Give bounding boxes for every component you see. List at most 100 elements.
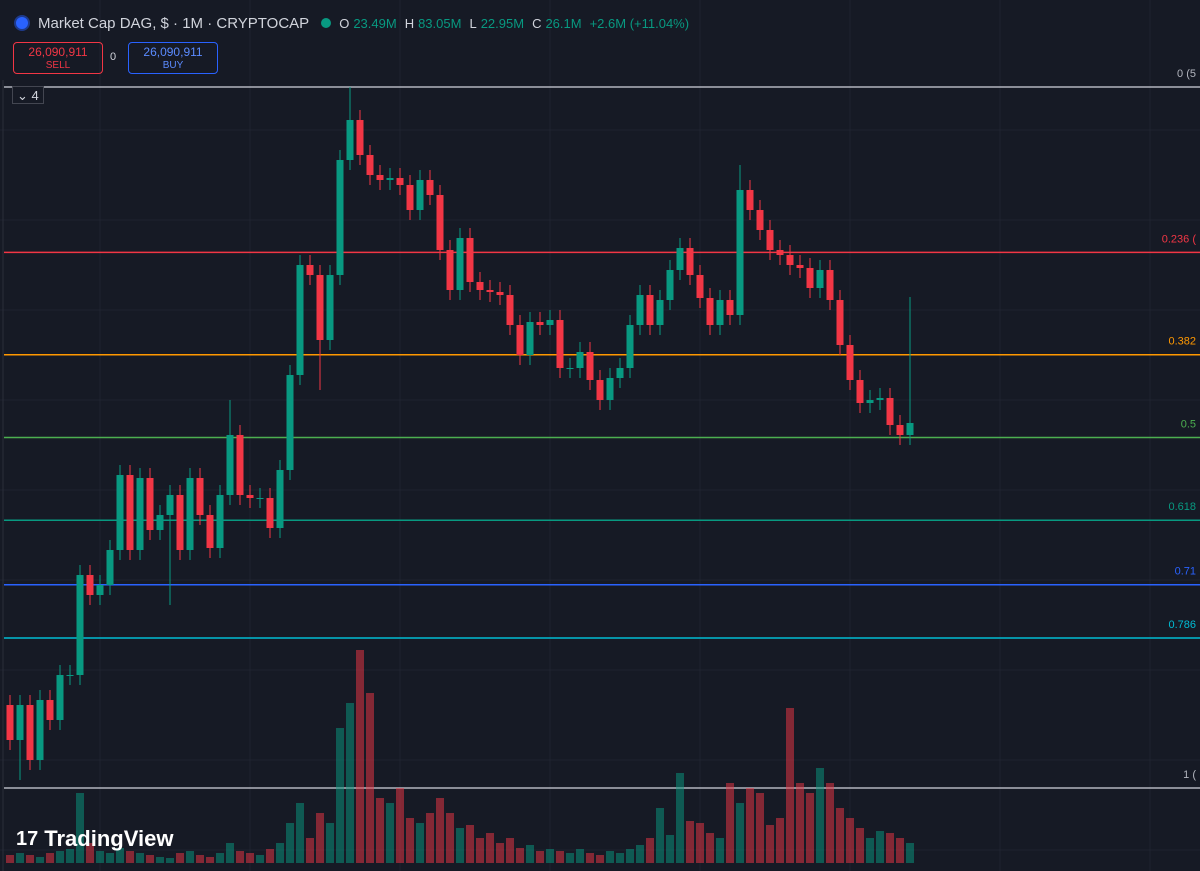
symbol-icon: [14, 15, 30, 31]
candle-body: [396, 178, 404, 185]
volume-bar: [76, 793, 84, 863]
indicators-toggle[interactable]: ⌄ 4: [12, 86, 44, 104]
volume-bar: [856, 828, 864, 863]
volume-bar: [726, 783, 734, 863]
volume-bar: [876, 831, 884, 863]
volume-bar: [416, 823, 424, 863]
volume-bar: [816, 768, 824, 863]
volume-bar: [56, 851, 64, 863]
volume-bar: [476, 838, 484, 863]
volume-bar: [266, 849, 274, 863]
volume-bar: [36, 857, 44, 863]
volume-bar: [866, 838, 874, 863]
volume-bar: [376, 798, 384, 863]
candle-body: [506, 295, 514, 325]
candle-body: [846, 345, 854, 380]
volume-bar: [226, 843, 234, 863]
volume-bar: [296, 803, 304, 863]
volume-bar: [746, 788, 754, 863]
candle-body: [426, 180, 434, 195]
candle-body: [316, 275, 324, 340]
candle-body: [626, 325, 634, 368]
volume-bar: [16, 853, 24, 863]
volume-bar: [216, 853, 224, 863]
candle-body: [796, 265, 804, 268]
volume-bar: [86, 843, 94, 863]
candle-body: [56, 675, 64, 720]
logo: 17 TradingView: [16, 826, 173, 852]
candle-body: [736, 190, 744, 315]
candle-body: [276, 470, 284, 528]
volume-bar: [126, 851, 134, 863]
candle-body: [666, 270, 674, 300]
volume-bar: [696, 823, 704, 863]
volume-bar: [146, 855, 154, 863]
candle-body: [116, 475, 124, 550]
logo-text: TradingView: [44, 826, 174, 851]
volume-bar: [196, 855, 204, 863]
candle-body: [266, 498, 274, 528]
sell-button[interactable]: 26,090,911 SELL: [13, 42, 103, 74]
candle-body: [466, 238, 474, 282]
candle-body: [136, 478, 144, 550]
candle-body: [726, 300, 734, 315]
candle-body: [46, 700, 54, 720]
volume-bar: [396, 788, 404, 863]
volume-bar: [806, 793, 814, 863]
candle-body: [306, 265, 314, 275]
volume-bar: [96, 851, 104, 863]
volume-bar: [716, 838, 724, 863]
volume-bar: [636, 845, 644, 863]
fib-label: 0 (5: [1177, 68, 1196, 80]
volume-bar: [766, 825, 774, 863]
volume-bar: [826, 783, 834, 863]
spread: 0: [110, 51, 117, 63]
candle-body: [806, 268, 814, 288]
ohlc-value: 83.05M: [418, 15, 462, 31]
volume-bar: [846, 818, 854, 863]
volume-bar: [626, 849, 634, 863]
volume-bar: [486, 833, 494, 863]
volume-bar: [706, 833, 714, 863]
candle-body: [836, 300, 844, 345]
volume-bar: [256, 855, 264, 863]
candle-body: [386, 178, 394, 180]
candle-body: [256, 498, 264, 499]
candle-body: [436, 195, 444, 250]
volume-bar: [456, 828, 464, 863]
candle-body: [406, 185, 414, 210]
volume-bar: [756, 793, 764, 863]
volume-bar: [166, 858, 174, 863]
volume-bar: [596, 855, 604, 863]
candle-body: [716, 300, 724, 325]
candle-body: [496, 292, 504, 295]
volume-bar: [546, 849, 554, 863]
indicators-count: 4: [31, 88, 39, 103]
candle-body: [156, 515, 164, 530]
candle-body: [216, 495, 224, 548]
candle-body: [196, 478, 204, 515]
fib-label: 0.71: [1175, 566, 1196, 578]
candle-body: [826, 270, 834, 300]
volume-bar: [516, 848, 524, 863]
candle-body: [516, 325, 524, 355]
buy-button[interactable]: 26,090,911 BUY: [128, 42, 218, 74]
symbol[interactable]: Market Cap DAG, $ · 1M · CRYPTOCAP: [38, 14, 310, 32]
volume-bar: [836, 808, 844, 863]
volume-bar: [656, 808, 664, 863]
candle-body: [206, 515, 214, 548]
candle-body: [126, 475, 134, 550]
candle-body: [536, 322, 544, 325]
volume-bar: [556, 851, 564, 863]
volume-bar: [496, 843, 504, 863]
candle-body: [366, 155, 374, 175]
ohlc-value: 26.1M: [545, 15, 582, 31]
volume-bar: [316, 813, 324, 863]
buy-label: BUY: [162, 60, 184, 71]
volume-bar: [366, 693, 374, 863]
volume-bar: [776, 818, 784, 863]
volume-bar: [906, 843, 914, 863]
volume-bar: [286, 823, 294, 863]
candle-body: [576, 352, 584, 368]
